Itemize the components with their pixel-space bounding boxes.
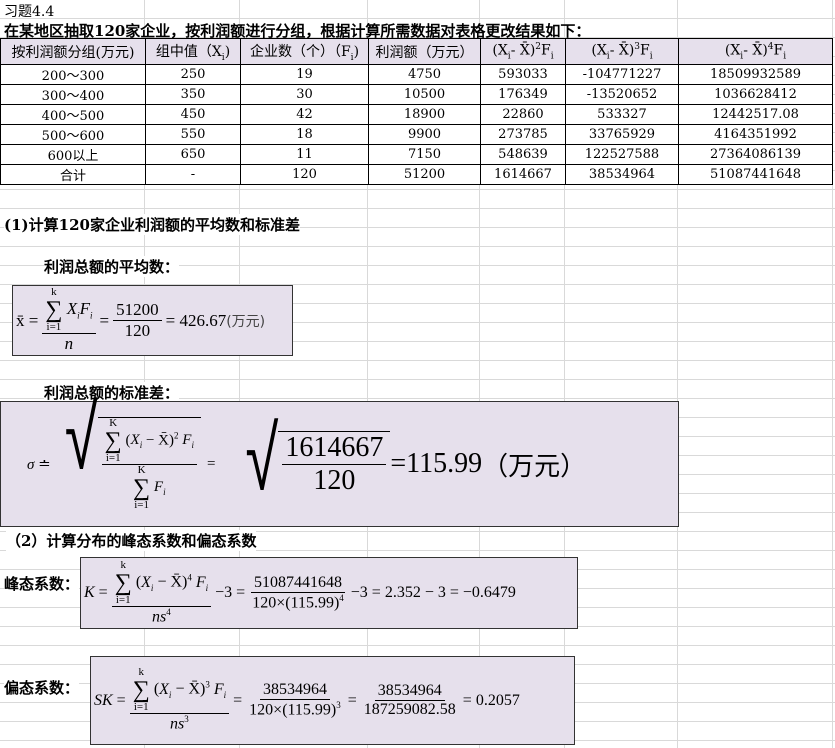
intro-text: 在某地区抽取120家企业，按利润额进行分组，根据计算所需数据对表格更改结果如下： — [4, 22, 591, 40]
table-row: 300～400 350 30 10500 176349 -13520652 10366284… — [0, 84, 833, 105]
sd-formula: σ ≐ √ K ∑ i=1 (Xi − X̄)2 Fi K ∑ i=1 Fi = √ 1614… — [0, 394, 679, 527]
table-cell[interactable]: 51087441648 — [678, 164, 833, 185]
header-cell[interactable]: 企业数（个）（Fi) — [240, 38, 369, 65]
table-cell[interactable]: 9900 — [368, 124, 481, 145]
table-cell[interactable]: 450 — [145, 104, 241, 125]
q2-title: （2）计算分布的峰态系数和偏态系数 — [6, 530, 257, 551]
header-cell[interactable]: 利润额（万元） — [368, 38, 481, 65]
table-cell[interactable]: 250 — [145, 64, 241, 85]
table-cell[interactable]: 200～300 — [0, 64, 146, 85]
mean-label: 利润总额的平均数： — [44, 256, 180, 277]
table-row: 200～300 250 19 4750 593033 -104771227 18509932… — [0, 64, 833, 85]
table-cell[interactable]: 548639 — [480, 144, 566, 165]
table-cell[interactable]: -13520652 — [565, 84, 679, 105]
table-row: 500～600 550 18 9900 273785 33765929 4164351992 — [0, 124, 833, 145]
table-cell[interactable]: 122527588 — [565, 144, 679, 165]
table-cell[interactable]: 27364086139 — [678, 144, 833, 165]
table-row: 合计 -120 51200 1614667 38534964 51087441648 — [0, 164, 833, 185]
header-cell[interactable]: (Xi- X̄)3Fi — [565, 38, 679, 65]
table-cell[interactable]: 19 — [240, 64, 369, 85]
skewness-formula: SK = k ∑ i=1 (Xi − X̄)3 Fi ns3 = 38534964 120… — [90, 656, 575, 745]
table-cell[interactable]: 350 — [145, 84, 241, 105]
table-row: 600以上 650 11 7150 548639 122527588 27364086139 — [0, 144, 833, 165]
table-cell[interactable]: 18 — [240, 124, 369, 145]
table-cell[interactable]: 51200 — [368, 164, 481, 185]
table-cell[interactable]: 533327 — [565, 104, 679, 125]
table-cell[interactable]: 1614667 — [480, 164, 566, 185]
table-cell[interactable]: 12442517.08 — [678, 104, 833, 125]
table-cell[interactable]: 33765929 — [565, 124, 679, 145]
table-cell[interactable]: - — [145, 164, 241, 185]
table-cell[interactable]: 500～600 — [0, 124, 146, 145]
table-cell[interactable]: 合计 — [0, 164, 146, 185]
data-table: 按利润额分组(万元) 组中值（Xi) 企业数（个）（Fi) 利润额（万元） (X… — [0, 38, 833, 185]
skew-label: 偏态系数： — [4, 677, 80, 698]
table-cell[interactable]: 300～400 — [0, 84, 146, 105]
table-cell[interactable]: 120 — [240, 164, 369, 185]
mean-formula: x̄ = k ∑ i=1 XiFi n = 51200 120 = 426.67 (万元) — [12, 285, 293, 356]
table-cell[interactable]: 30 — [240, 84, 369, 105]
table-cell[interactable]: 42 — [240, 104, 369, 125]
table-cell[interactable]: 7150 — [368, 144, 481, 165]
table-cell[interactable]: 38534964 — [565, 164, 679, 185]
table-cell[interactable]: 10500 — [368, 84, 481, 105]
header-cell[interactable]: (Xi- X̄)2Fi — [480, 38, 566, 65]
header-cell[interactable]: 按利润额分组(万元) — [0, 38, 146, 65]
table-cell[interactable]: 4750 — [368, 64, 481, 85]
table-cell[interactable]: 18509932589 — [678, 64, 833, 85]
table-cell[interactable]: 1036628412 — [678, 84, 833, 105]
table-cell[interactable]: 400～500 — [0, 104, 146, 125]
sheet-title: 习题4.4 — [4, 4, 55, 20]
table-cell[interactable]: 22860 — [480, 104, 566, 125]
header-cell[interactable]: 组中值（Xi) — [145, 38, 241, 65]
table-cell[interactable]: 273785 — [480, 124, 566, 145]
kurtosis-formula: K = k ∑ i=1 (Xi − X̄)4 Fi ns4 −3 = 510874416… — [80, 557, 578, 629]
table-cell[interactable]: 600以上 — [0, 144, 146, 165]
table-cell[interactable]: 593033 — [480, 64, 566, 85]
table-cell[interactable]: 11 — [240, 144, 369, 165]
table-cell[interactable]: 176349 — [480, 84, 566, 105]
table-cell[interactable]: 650 — [145, 144, 241, 165]
header-row: 按利润额分组(万元) 组中值（Xi) 企业数（个）（Fi) 利润额（万元） (X… — [0, 38, 833, 65]
table-cell[interactable]: -104771227 — [565, 64, 679, 85]
table-cell[interactable]: 550 — [145, 124, 241, 145]
table-row: 400～500 450 42 18900 22860 533327 12442517.08 — [0, 104, 833, 125]
kurt-label: 峰态系数： — [4, 573, 80, 594]
table-cell[interactable]: 4164351992 — [678, 124, 833, 145]
table-cell[interactable]: 18900 — [368, 104, 481, 125]
q1-title: (1)计算120家企业利润额的平均数和标准差 — [4, 214, 300, 235]
header-cell[interactable]: (Xi- X̄)4Fi — [678, 38, 833, 65]
sd-label: 利润总额的标准差： — [44, 382, 180, 403]
